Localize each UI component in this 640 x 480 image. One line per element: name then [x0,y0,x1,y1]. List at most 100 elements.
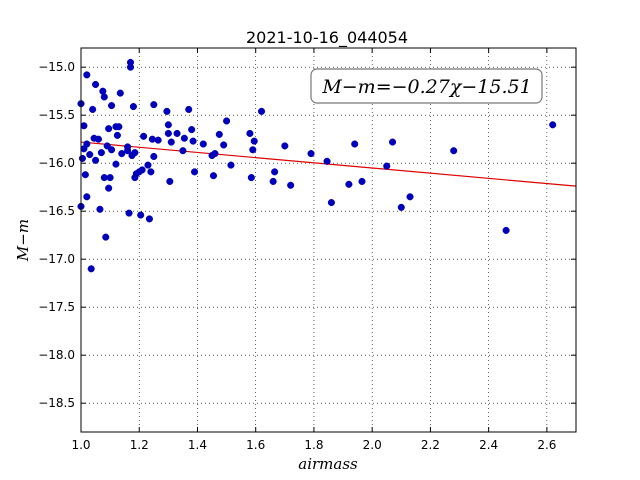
x-tick-label: 2.4 [479,438,498,452]
grid-lines [81,48,576,432]
data-point [150,152,158,161]
data-point [140,132,148,140]
data-point [105,125,113,133]
data-point [250,137,258,145]
data-point [154,136,162,144]
data-point [307,150,315,158]
data-point [185,105,193,113]
data-point [83,71,91,79]
data-point [94,135,103,143]
data-point [383,162,391,170]
data-point [188,126,196,134]
data-point [100,93,108,101]
data-points [77,58,557,273]
data-point [148,135,156,143]
x-tick-label: 2.0 [363,438,382,452]
plot-frame [80,47,577,433]
y-axis-label: M−m [14,219,32,262]
data-point [389,138,397,146]
data-point [397,203,405,211]
data-point [406,193,414,201]
data-point [220,141,228,149]
annotation-box [310,68,543,104]
data-point [126,63,135,71]
data-point [164,121,172,129]
fit-annotation: M−m=−0.27χ−15.51 [321,76,531,98]
data-point [97,149,105,157]
data-point [249,146,257,154]
y-tick-label: −17.5 [38,300,75,314]
data-point [83,193,91,201]
data-point [87,265,95,273]
data-point [269,177,277,185]
data-point [99,87,107,95]
x-tick-label: 1.8 [304,438,323,452]
data-point [145,215,153,223]
data-point [92,156,100,164]
data-point [89,105,97,113]
y-tick-label: −18.0 [38,348,75,362]
data-point [96,205,104,213]
data-point [215,130,223,138]
data-point [227,161,235,169]
y-tick-label: −18.5 [38,396,75,410]
data-point [166,177,174,185]
data-point [211,150,219,158]
data-point [81,171,89,179]
data-point [257,107,266,115]
y-tick-label: −16.0 [38,156,75,170]
y-tick-label: −17.0 [38,252,75,266]
data-point [323,157,331,165]
data-point [80,122,88,130]
data-point [83,140,91,148]
data-point [173,129,181,137]
data-point [131,149,139,157]
data-point [281,142,289,150]
data-point [112,160,120,168]
data-point [209,172,218,180]
data-point [116,89,124,97]
data-point [358,177,366,185]
data-point [164,129,172,137]
data-point [199,140,207,148]
x-axis-label: airmass [298,455,358,473]
y-tick-label: −15.0 [38,60,75,74]
data-point [223,117,231,125]
data-point [113,131,121,139]
x-tick-label: 2.2 [421,438,440,452]
data-point [115,123,123,131]
data-point [287,181,295,189]
data-point [179,147,187,155]
data-point [502,226,510,234]
data-point [118,150,126,158]
data-point [108,102,116,110]
data-point [351,140,359,148]
data-point [105,184,113,192]
data-point [92,80,100,89]
chart-title: 2021-10-16_044054 [246,28,408,48]
data-point [125,209,133,217]
y-tick-label: −15.5 [38,108,75,122]
data-point [106,174,114,182]
x-tick-label: 1.4 [188,438,207,452]
x-tick-label: 1.6 [246,438,265,452]
data-point [191,168,199,176]
data-point [345,180,353,188]
data-point [144,161,152,169]
data-point [137,211,145,219]
data-point [108,146,116,154]
data-point [549,121,557,129]
data-point [271,168,279,176]
data-point [102,233,110,241]
data-point [180,134,188,142]
data-point [78,154,87,162]
data-point [86,151,94,159]
x-tick-label: 2.6 [537,438,556,452]
data-point [129,103,137,111]
data-point [147,168,155,176]
data-point [246,129,254,137]
data-point [138,166,146,174]
x-tick-label: 1.2 [130,438,149,452]
data-point [150,101,158,109]
